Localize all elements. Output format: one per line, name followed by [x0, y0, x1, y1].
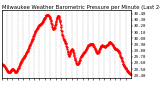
- Text: Milwaukee Weather Barometric Pressure per Minute (Last 24 Hours): Milwaukee Weather Barometric Pressure pe…: [2, 5, 160, 10]
